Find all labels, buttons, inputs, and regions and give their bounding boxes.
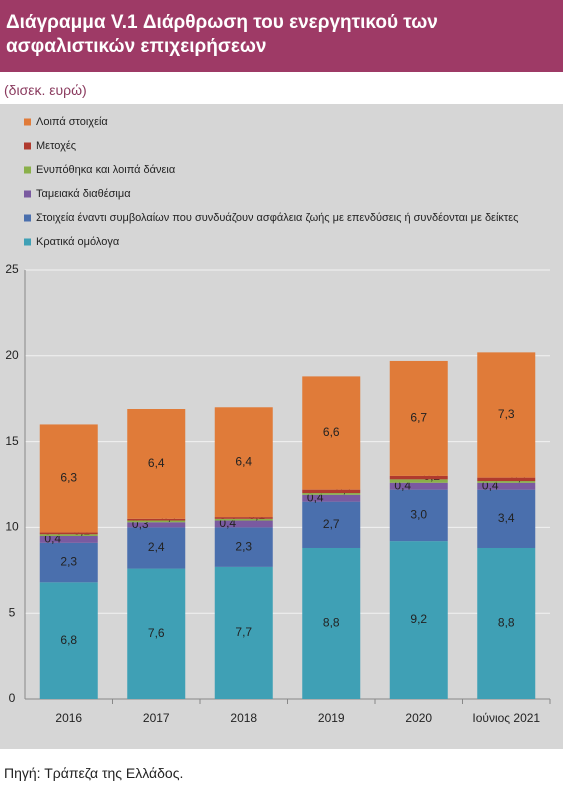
data-label: 7,3 (498, 407, 515, 421)
bar-segment (39, 534, 98, 536)
legend-label: Μετοχές (36, 140, 76, 152)
x-tick-label: 2018 (230, 711, 257, 725)
y-tick-label: 10 (5, 520, 19, 534)
bar-segment (39, 535, 98, 543)
bar-segment (477, 547, 536, 699)
y-tick-label: 25 (5, 262, 19, 276)
data-label: 2,3 (60, 555, 77, 569)
bar-segment (39, 532, 98, 535)
bar-segment (302, 494, 361, 502)
bar-segment (389, 360, 448, 476)
bar-segment (477, 477, 536, 482)
bar-segment (214, 518, 273, 521)
bar-segment (127, 408, 186, 519)
legend-label: Στοιχεία έναντι συμβολαίων που συνδυάζου… (36, 212, 518, 224)
x-tick-label: Ιούνιος 2021 (472, 711, 540, 725)
x-tick-label: 2019 (318, 711, 345, 725)
legend-swatch (24, 142, 31, 150)
data-label: 8,8 (323, 616, 340, 630)
bar-segment (214, 566, 273, 699)
legend-label: Ταμειακά διαθέσιμα (36, 188, 131, 200)
data-label: 3,4 (498, 511, 515, 525)
data-label: 3,0 (410, 508, 427, 522)
legend-swatch (24, 238, 31, 246)
legend-swatch (24, 214, 31, 222)
y-tick-label: 15 (5, 434, 19, 448)
bar-segment (477, 489, 536, 548)
x-tick-label: 2020 (405, 711, 432, 725)
bar-segment (389, 479, 448, 483)
legend-label: Λοιπά στοιχεία (36, 116, 108, 128)
y-tick-label: 20 (5, 348, 19, 362)
bar-segment (477, 482, 536, 490)
bar-segment (477, 352, 536, 478)
bar-segment (127, 527, 186, 569)
data-label: 2,7 (323, 517, 340, 531)
bar-segment (214, 520, 273, 528)
bar-segment (214, 407, 273, 518)
legend-label: Κρατικά ομόλογα (36, 236, 120, 248)
x-tick-label: 2017 (143, 711, 170, 725)
bar-segment (214, 527, 273, 567)
bar-segment (389, 489, 448, 542)
bar-segment (389, 541, 448, 699)
data-label: 6,6 (323, 425, 340, 439)
chart-title: Διάγραμμα V.1 Διάρθρωση του ενεργητικού … (0, 0, 563, 72)
x-tick-label: 2016 (55, 711, 82, 725)
data-label: 7,7 (235, 625, 252, 639)
bar-segment (39, 424, 98, 533)
data-label: 2,3 (235, 539, 252, 553)
legend-swatch (24, 166, 31, 174)
data-label: 6,4 (148, 456, 165, 470)
bar-segment (477, 481, 536, 483)
bar-segment (302, 547, 361, 699)
bar-segment (302, 501, 361, 548)
chart-subtitle: (δισεκ. ευρώ) (4, 82, 87, 98)
bar-segment (127, 520, 186, 523)
y-tick-label: 0 (9, 691, 16, 705)
data-label: 7,6 (148, 626, 165, 640)
bar-segment (302, 376, 361, 490)
source-note: Πηγή: Τράπεζα της Ελλάδος. (4, 765, 184, 781)
data-label: 2,4 (148, 540, 165, 554)
legend-swatch (24, 190, 31, 198)
data-label: 9,2 (410, 612, 427, 626)
bar-segment (127, 522, 186, 528)
data-label: 6,3 (60, 471, 77, 485)
legend-label: Ενυπόθηκα και λοιπά δάνεια (36, 164, 176, 176)
bar-segment (302, 489, 361, 494)
data-label: 6,4 (235, 454, 252, 468)
bar-segment (214, 517, 273, 519)
legend-swatch (24, 118, 31, 126)
bar-segment (39, 582, 98, 699)
data-label: 8,8 (498, 616, 515, 630)
bar-segment (302, 493, 361, 495)
bar-segment (39, 542, 98, 583)
y-tick-label: 5 (9, 605, 16, 619)
chart: Κρατικά ομόλογα Στοιχεία έναντι συμβολαίω… (0, 104, 563, 749)
data-label: 6,8 (60, 633, 77, 647)
data-label: 6,7 (410, 411, 427, 425)
bar-segment (389, 475, 448, 480)
bar-segment (127, 568, 186, 699)
bar-segment (389, 482, 448, 490)
bar-segment (127, 518, 186, 521)
